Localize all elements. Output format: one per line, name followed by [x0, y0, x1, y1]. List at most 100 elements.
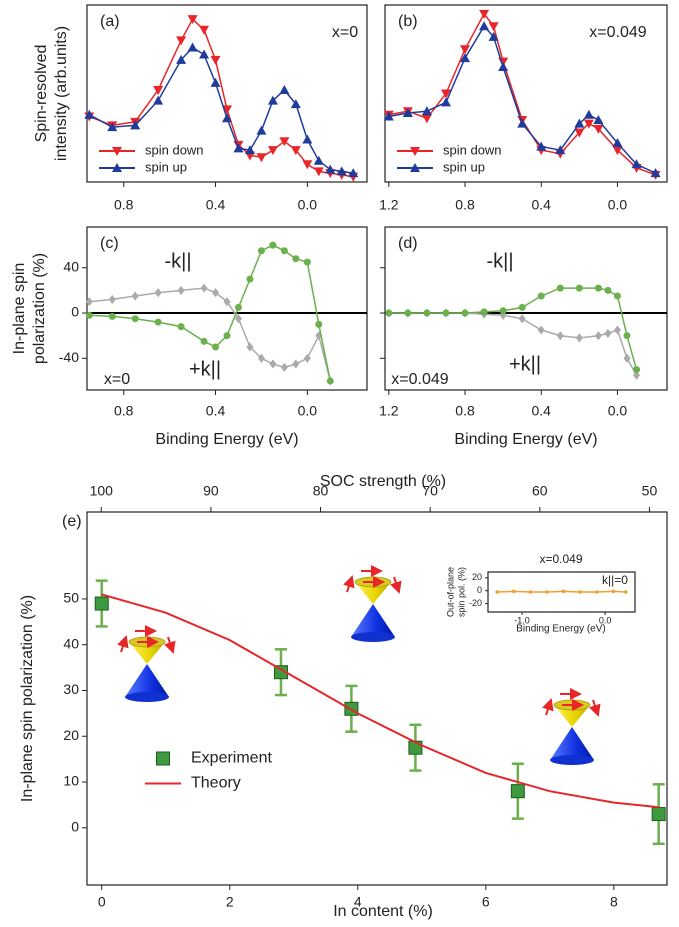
panel-label: (a) — [100, 13, 120, 30]
data-point — [555, 145, 566, 155]
data-point — [290, 146, 301, 156]
x-tick-label: 4 — [354, 894, 362, 910]
x-tick-label: 0.8 — [455, 197, 475, 213]
data-point — [292, 359, 300, 369]
data-point — [440, 89, 451, 99]
data-point — [556, 284, 564, 292]
x-tick-label: 1.2 — [379, 197, 399, 213]
data-point — [212, 288, 220, 298]
data-point — [279, 137, 290, 147]
x-tick-label: 0.4 — [206, 403, 226, 419]
data-point — [402, 107, 413, 117]
annotation: x=0 — [332, 24, 358, 41]
legend-label: Theory — [191, 775, 241, 792]
data-point — [246, 275, 254, 283]
data-point — [517, 118, 528, 128]
panel-label: (c) — [100, 235, 119, 252]
data-point — [612, 146, 623, 156]
x2-tick-label: 50 — [642, 483, 658, 499]
plot-frame — [86, 4, 368, 183]
y-tick-label: 0 — [71, 818, 79, 834]
data-point — [290, 99, 301, 109]
data-point — [269, 241, 277, 249]
data-point — [594, 284, 602, 292]
x2-tick-label: 60 — [532, 483, 548, 499]
y-tick-label: 50 — [63, 590, 79, 606]
data-point — [108, 294, 116, 304]
x-tick-label: -1.0 — [514, 615, 530, 625]
data-point — [223, 297, 231, 307]
x-tick-label: 0.8 — [114, 403, 134, 419]
y-tick-label: 40 — [63, 635, 79, 651]
x2-tick-label: 70 — [422, 483, 438, 499]
data-point — [187, 42, 198, 52]
panel-label: (b) — [398, 13, 418, 30]
y-axis-label: polarization (%) — [31, 253, 48, 364]
data-point — [325, 164, 336, 174]
data-point — [518, 303, 526, 311]
legend-label: spin up — [443, 159, 485, 174]
data-point — [604, 328, 612, 338]
legend-marker — [410, 163, 420, 172]
y-axis-label: intensity (arb.units) — [53, 26, 70, 161]
data-point — [131, 291, 139, 301]
data-point — [292, 255, 300, 263]
data-point — [460, 53, 471, 63]
y-axis-label: Spin-resolved — [33, 45, 50, 143]
data-point — [257, 247, 265, 255]
data-point — [385, 309, 393, 317]
data-point — [154, 288, 162, 298]
data-point — [624, 590, 628, 594]
data-point — [593, 124, 604, 134]
y-axis-label: In-plane spin polarization (%) — [19, 595, 36, 802]
data-point — [404, 309, 412, 317]
annotation: +k|| — [189, 358, 221, 380]
data-point — [594, 331, 602, 341]
data-point — [545, 590, 549, 594]
data-point — [153, 85, 164, 95]
y-tick-label: 30 — [63, 681, 79, 697]
data-point — [313, 167, 324, 177]
data-point — [200, 283, 208, 293]
legend-marker — [156, 751, 170, 766]
annotation: k||=0 — [602, 573, 628, 587]
data-point — [177, 323, 185, 331]
x-tick-label: 0.8 — [455, 403, 475, 419]
x-tick-label: 0.4 — [206, 197, 226, 213]
data-point — [421, 114, 432, 124]
y-tick-label: -40 — [59, 349, 79, 365]
data-point — [498, 61, 509, 71]
data-point — [583, 119, 594, 129]
annotation: x=0.049 — [589, 24, 646, 41]
plot-frame — [384, 4, 668, 183]
y-tick-label: 10 — [63, 773, 79, 789]
data-point — [623, 332, 631, 340]
y-tick-label: 0 — [477, 585, 482, 595]
panel-label: (d) — [398, 235, 418, 252]
data-point — [528, 590, 533, 594]
data-point — [578, 590, 582, 594]
annotation: x=0.049 — [539, 552, 582, 566]
data-point — [246, 342, 254, 352]
legend-marker — [112, 147, 122, 156]
data-point — [537, 292, 545, 300]
data-point — [313, 155, 324, 165]
data-point — [210, 55, 221, 65]
data-point — [199, 25, 210, 35]
data-point — [257, 353, 265, 363]
data-point — [177, 285, 185, 295]
x-tick-label: 0.4 — [532, 197, 552, 213]
data-point — [556, 331, 564, 341]
data-point — [212, 343, 220, 351]
data-point — [234, 303, 242, 311]
data-point — [650, 168, 661, 178]
data-point — [176, 36, 187, 46]
data-point — [575, 333, 583, 343]
data-point — [223, 332, 231, 340]
data-point — [131, 315, 139, 323]
annotation: -k|| — [164, 250, 191, 272]
data-point — [315, 320, 323, 328]
data-point — [107, 122, 118, 132]
y-axis-label: In-plane spin — [11, 263, 28, 355]
x-tick-label: 2 — [226, 894, 234, 910]
